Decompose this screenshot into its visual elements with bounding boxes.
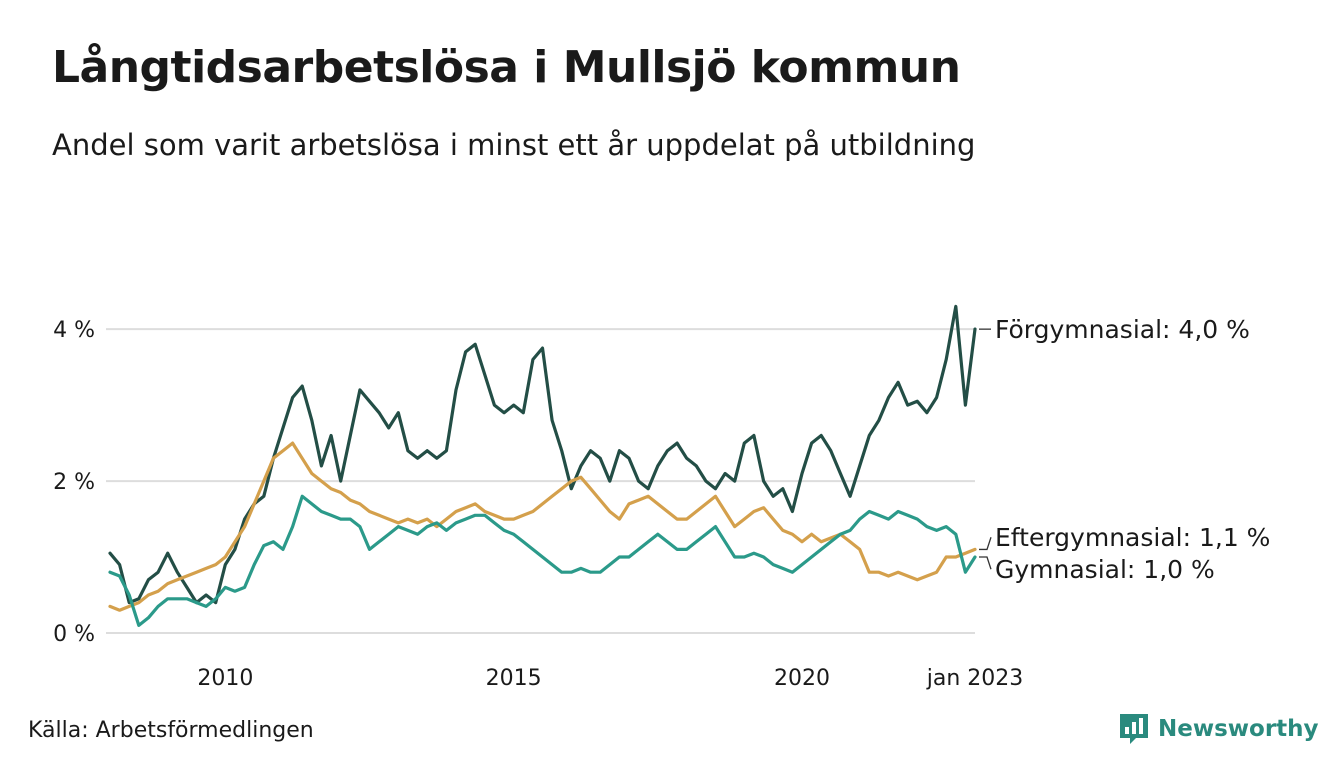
y-tick-label: 4 %: [53, 318, 95, 343]
end-label-leader: [979, 556, 992, 570]
newsworthy-icon: [1120, 714, 1148, 744]
x-tick-label: 2020: [774, 666, 830, 691]
chart-title: Långtidsarbetslösa i Mullsjö kommun: [52, 42, 961, 93]
end-label-gymnasial: Gymnasial: 1,0 %: [995, 555, 1215, 584]
chart-subtitle: Andel som varit arbetslösa i minst ett å…: [52, 128, 976, 162]
series-line-eftergymnasial: [108, 441, 977, 612]
series-line-gymnasial: [108, 494, 977, 627]
end-label-förgymnasial: Förgymnasial: 4,0 %: [995, 315, 1250, 344]
x-tick-label: 2015: [486, 666, 542, 691]
brand-logo: Newsworthy: [1118, 712, 1319, 746]
source-note: Källa: Arbetsförmedlingen: [28, 718, 314, 743]
end-label-eftergymnasial: Eftergymnasial: 1,1 %: [995, 523, 1270, 552]
x-tick-label: 2010: [197, 666, 253, 691]
end-label-leader: [979, 537, 992, 551]
y-tick-label: 2 %: [53, 470, 95, 495]
x-tick-label: jan 2023: [926, 666, 1024, 691]
brand-name: Newsworthy: [1158, 716, 1319, 742]
y-tick-label: 0 %: [53, 622, 95, 647]
